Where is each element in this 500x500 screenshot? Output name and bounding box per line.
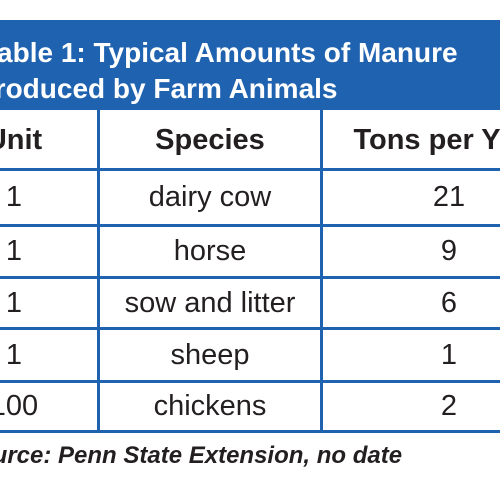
row-4-species: sheep bbox=[170, 338, 250, 371]
row-3-tons: 6 bbox=[440, 286, 458, 319]
row-1-tons: 21 bbox=[432, 181, 466, 213]
horizontal-divider-header bbox=[0, 168, 500, 171]
row-2-unit: 1 bbox=[5, 235, 23, 267]
vertical-divider-1 bbox=[97, 110, 100, 430]
table-title-band: Table 1: Typical Amounts of Manure Produ… bbox=[0, 20, 500, 110]
row-2-tons: 9 bbox=[440, 235, 458, 267]
table-title-line-2: Produced by Farm Animals bbox=[0, 73, 338, 104]
horizontal-divider-row-4 bbox=[0, 380, 500, 383]
horizontal-divider-row-3 bbox=[0, 327, 500, 330]
source-note: Source: Penn State Extension, no date bbox=[0, 442, 403, 469]
row-2-species: horse bbox=[173, 235, 247, 267]
row-3-species: sow and litter bbox=[124, 286, 296, 319]
horizontal-divider-bottom bbox=[0, 430, 500, 433]
column-header-species: Species bbox=[155, 123, 265, 156]
row-3-unit: 1 bbox=[5, 286, 23, 319]
vertical-divider-2 bbox=[320, 110, 323, 430]
row-5-unit: 100 bbox=[0, 390, 39, 422]
row-4-unit: 1 bbox=[5, 338, 23, 371]
horizontal-divider-row-1 bbox=[0, 224, 500, 227]
row-4-tons: 1 bbox=[440, 338, 458, 371]
table-title-line-1: Table 1: Typical Amounts of Manure bbox=[0, 37, 458, 68]
row-1-unit: 1 bbox=[5, 181, 23, 213]
row-1-species: dairy cow bbox=[148, 181, 272, 213]
row-5-species: chickens bbox=[153, 390, 267, 422]
column-header-unit: Unit bbox=[0, 123, 43, 156]
row-5-tons: 2 bbox=[440, 390, 458, 422]
horizontal-divider-row-2 bbox=[0, 276, 500, 279]
column-header-tons-per-year: Tons per Year bbox=[353, 123, 500, 156]
